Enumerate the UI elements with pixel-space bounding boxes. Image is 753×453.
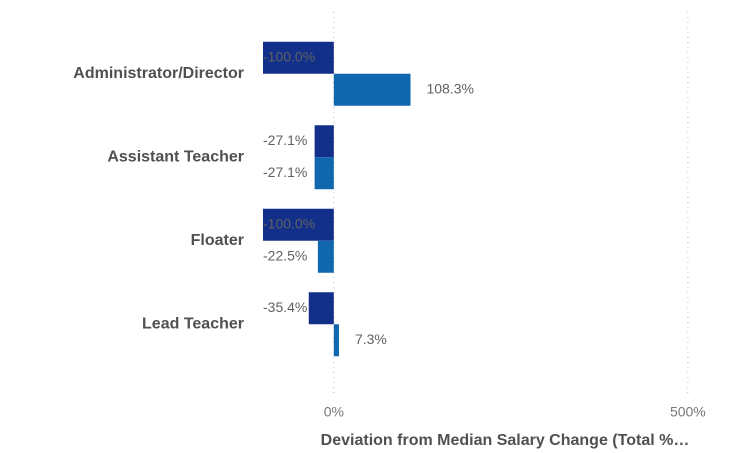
data-label: -22.5% <box>263 247 307 263</box>
bar <box>314 125 334 158</box>
bar <box>333 73 411 106</box>
bar <box>314 157 334 190</box>
category-label: Floater <box>191 232 244 249</box>
data-label: -100.0% <box>263 215 315 231</box>
data-label: -35.4% <box>263 299 307 315</box>
category-label: Assistant Teacher <box>107 148 244 165</box>
x-tick-label: 0% <box>324 404 344 420</box>
x-axis-title: Deviation from Median Salary Change (Tot… <box>321 432 690 449</box>
bar <box>263 208 334 241</box>
category-label: Lead Teacher <box>142 315 244 332</box>
data-label: 7.3% <box>355 331 387 347</box>
data-label: 108.3% <box>426 80 473 96</box>
data-label: -100.0% <box>263 48 315 64</box>
data-label: -27.1% <box>263 164 307 180</box>
bar <box>263 41 334 74</box>
bar <box>333 324 339 357</box>
bar <box>308 292 334 325</box>
data-label: -27.1% <box>263 132 307 148</box>
category-label: Administrator/Director <box>73 65 244 82</box>
bar <box>317 240 334 273</box>
x-tick-label: 500% <box>670 404 706 420</box>
